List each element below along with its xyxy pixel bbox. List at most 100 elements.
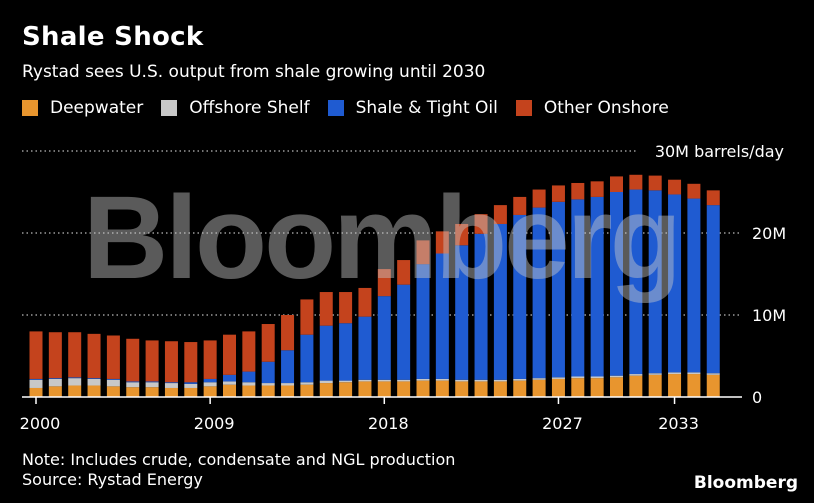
legend: Deepwater Offshore Shelf Shale & Tight Oil… <box>22 98 687 118</box>
bar-segment-offshore-shelf-2028 <box>571 376 585 379</box>
bar-segment-shale-tight-oil-2007 <box>164 382 178 384</box>
bar-segment-offshore-shelf-2012 <box>261 383 275 386</box>
y-tick-label: 20M <box>752 224 786 243</box>
legend-item-3: Other Onshore <box>515 98 669 118</box>
bar-segment-other-onshore-2001 <box>48 332 62 379</box>
bar-segment-offshore-shelf-2005 <box>126 382 140 388</box>
bar-segment-offshore-shelf-2032 <box>648 373 662 375</box>
bar-segment-offshore-shelf-2020 <box>416 378 430 381</box>
bar-segment-other-onshore-2013 <box>281 315 295 351</box>
bar-segment-deepwater-2028 <box>571 378 585 397</box>
x-tick-label: 2000 <box>20 414 61 433</box>
bar-segment-shale-tight-oil-2018 <box>377 296 391 380</box>
bar-segment-shale-tight-oil-2015 <box>319 325 333 381</box>
bar-segment-offshore-shelf-2025 <box>513 378 527 381</box>
bar-segment-shale-tight-oil-2020 <box>416 264 430 379</box>
bar-segment-shale-tight-oil-2014 <box>300 334 314 383</box>
bar-segment-other-onshore-2034 <box>687 183 701 199</box>
bar-segment-deepwater-2029 <box>590 378 604 397</box>
legend-swatch <box>22 100 38 116</box>
bar-segment-deepwater-2032 <box>648 374 662 397</box>
bar-segment-other-onshore-2008 <box>184 342 198 383</box>
bar-segment-shale-tight-oil-2021 <box>435 253 449 379</box>
bar-segment-offshore-shelf-2016 <box>339 380 353 383</box>
chart-subtitle: Rystad sees U.S. output from shale growi… <box>22 62 486 82</box>
bar-segment-offshore-shelf-2019 <box>397 379 411 382</box>
bar-segment-deepwater-2012 <box>261 385 275 397</box>
bar-segment-deepwater-2010 <box>223 384 236 397</box>
bar-segment-offshore-shelf-2017 <box>358 379 372 382</box>
bar-segment-deepwater-2000 <box>29 387 43 397</box>
bar-segment-shale-tight-oil-2035 <box>706 205 720 374</box>
legend-label: Shale & Tight Oil <box>355 98 498 118</box>
bar-segment-other-onshore-2005 <box>126 338 140 382</box>
bar-segment-deepwater-2019 <box>397 381 411 397</box>
bar-segment-shale-tight-oil-2010 <box>223 374 236 382</box>
bar-segment-shale-tight-oil-2033 <box>668 194 682 373</box>
footnote: Note: Includes crude, condensate and NGL… <box>22 450 455 490</box>
bar-segment-offshore-shelf-2026 <box>532 378 546 380</box>
bar-segment-offshore-shelf-2000 <box>29 379 43 388</box>
bar-segment-shale-tight-oil-2027 <box>551 201 565 378</box>
bar-segment-shale-tight-oil-2000 <box>29 378 43 380</box>
bar-segment-deepwater-2011 <box>242 385 256 397</box>
bar-segment-offshore-shelf-2002 <box>68 378 82 386</box>
bar-segment-deepwater-2021 <box>435 380 449 397</box>
bar-segment-deepwater-2031 <box>629 375 643 397</box>
bar-segment-offshore-shelf-2031 <box>629 374 643 376</box>
bar-segment-deepwater-2027 <box>551 378 565 397</box>
bar-segment-other-onshore-2007 <box>164 341 178 383</box>
legend-swatch <box>161 100 178 116</box>
bar-segment-other-onshore-2026 <box>532 189 546 208</box>
bar-segment-other-onshore-2023 <box>474 214 488 234</box>
bar-segment-offshore-shelf-2009 <box>203 382 217 387</box>
bar-segment-shale-tight-oil-2003 <box>87 378 101 379</box>
note-text: Note: Includes crude, condensate and NGL… <box>22 450 456 469</box>
bar-segment-shale-tight-oil-2026 <box>532 207 546 379</box>
bar-segment-other-onshore-2024 <box>493 205 507 224</box>
bar-segment-shale-tight-oil-2024 <box>493 223 507 380</box>
bar-segment-offshore-shelf-2015 <box>319 380 333 384</box>
bar-segment-shale-tight-oil-2004 <box>106 378 120 380</box>
bar-segment-other-onshore-2030 <box>610 176 623 192</box>
bar-segment-offshore-shelf-2011 <box>242 382 256 386</box>
legend-label: Deepwater <box>50 98 144 118</box>
bar-segment-other-onshore-2025 <box>513 196 527 215</box>
bar-segment-offshore-shelf-2003 <box>87 378 101 386</box>
bar-segment-deepwater-2003 <box>87 385 101 397</box>
bar-segment-deepwater-2001 <box>48 386 62 397</box>
bar-segment-offshore-shelf-2007 <box>164 383 178 388</box>
bar-segment-shale-tight-oil-2025 <box>513 214 527 379</box>
bar-segment-shale-tight-oil-2006 <box>145 381 159 383</box>
bar-segment-shale-tight-oil-2028 <box>571 199 585 377</box>
bar-segment-offshore-shelf-2034 <box>687 372 701 375</box>
bar-segment-shale-tight-oil-2032 <box>648 190 662 374</box>
bar-segment-other-onshore-2032 <box>648 175 662 191</box>
bar-segment-shale-tight-oil-2012 <box>261 361 275 384</box>
bar-segment-offshore-shelf-2030 <box>610 375 623 378</box>
bar-segment-deepwater-2017 <box>358 381 372 397</box>
bloomberg-logo: Bloomberg <box>693 473 798 493</box>
bar-segment-deepwater-2008 <box>184 387 198 397</box>
bar-segment-shale-tight-oil-2019 <box>397 284 411 380</box>
y-tick-label: 0 <box>752 388 762 407</box>
x-tick-label: 2009 <box>194 414 235 433</box>
bar-segment-offshore-shelf-2022 <box>455 379 469 382</box>
bar-segment-deepwater-2018 <box>377 381 391 397</box>
bar-segment-other-onshore-2015 <box>319 292 333 326</box>
legend-label: Other Onshore <box>543 98 669 118</box>
bar-segment-offshore-shelf-2027 <box>551 377 565 379</box>
bar-segment-shale-tight-oil-2022 <box>455 245 469 380</box>
bar-segment-shale-tight-oil-2008 <box>184 382 198 384</box>
bar-segment-shale-tight-oil-2017 <box>358 316 372 380</box>
bar-segment-deepwater-2014 <box>300 384 314 397</box>
bar-segment-other-onshore-2035 <box>706 190 720 206</box>
bar-segment-other-onshore-2022 <box>455 223 469 246</box>
bar-segment-other-onshore-2003 <box>87 333 101 379</box>
bar-segment-deepwater-2030 <box>610 377 623 397</box>
bar-segment-deepwater-2007 <box>164 387 178 397</box>
bar-segment-other-onshore-2016 <box>339 292 353 324</box>
bar-segment-deepwater-2013 <box>281 385 295 397</box>
bar-segment-shale-tight-oil-2001 <box>48 378 62 379</box>
bar-segment-other-onshore-2017 <box>358 287 372 317</box>
